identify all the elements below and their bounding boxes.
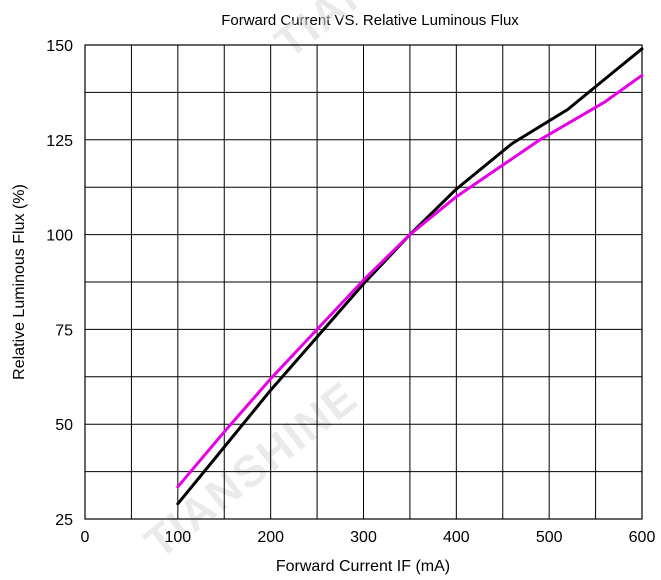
x-tick-labels: 0 100 200 300 400 500 600 [81,529,656,546]
plot-frame [84,44,643,520]
x-tick-label: 0 [81,529,90,546]
x-tick-label: 400 [443,529,470,546]
watermark-text-top: TIANSHINE [266,0,497,68]
x-tick-label: 600 [629,529,656,546]
y-tick-label: 25 [55,512,73,529]
y-tick-label: 75 [55,322,73,339]
grid-lines [85,45,642,519]
x-tick-label: 200 [257,529,284,546]
y-tick-label: 100 [46,228,73,245]
y-axis-label: Relative Luminous Flux (%) [11,184,28,380]
x-axis-label: Forward Current IF (mA) [276,558,450,575]
y-tick-label: 150 [46,38,73,55]
x-tick-label: 300 [350,529,377,546]
series-line-2 [176,73,644,489]
y-tick-label: 50 [55,417,73,434]
x-tick-label: 100 [164,529,191,546]
chart-title: Forward Current VS. Relative Luminous Fl… [221,12,519,29]
y-tick-label: 125 [46,133,73,150]
x-tick-label: 500 [536,529,563,546]
y-tick-labels: 25 50 75 100 125 150 [46,38,73,529]
series-group [176,47,644,506]
